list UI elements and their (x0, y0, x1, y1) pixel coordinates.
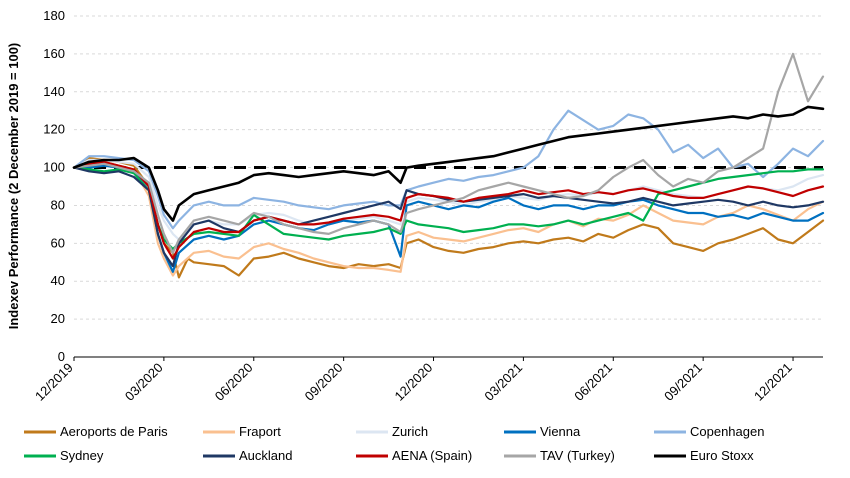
y-tick-label: 180 (43, 8, 65, 23)
legend-label: Zurich (392, 424, 428, 439)
y-tick-label: 60 (51, 235, 65, 250)
legend-label: Aeroports de Paris (60, 424, 168, 439)
x-tick-label: 06/2020 (212, 360, 256, 404)
y-tick-label: 120 (43, 122, 65, 137)
legend-label: TAV (Turkey) (540, 448, 615, 463)
y-tick-label: 20 (51, 311, 65, 326)
chart-container: 0 20 40 60 80 100 120 140 160 180 12/2019 03/2020 0… (0, 0, 850, 478)
x-tick-label: 03/2020 (122, 360, 166, 404)
x-tick-label: 12/2021 (751, 360, 795, 404)
grid-lines (74, 16, 823, 319)
line-chart: 020406080100120140160180 12/2019 03/2020 0… (0, 0, 850, 478)
legend-label: Copenhagen (690, 424, 764, 439)
x-tick-label: 12/2019 (32, 360, 76, 404)
x-tick-label: 03/2021 (481, 360, 525, 404)
y-tick-label: 160 (43, 46, 65, 61)
series-layer (74, 54, 823, 278)
legend-label: Sydney (60, 448, 104, 463)
x-axis: 12/2019 03/2020 06/2020 09/2020 12/2020 03/20… (32, 357, 823, 404)
y-tick-label: 140 (43, 84, 65, 99)
y-axis-title: Indexev Performance (2 December 2019 = 1… (6, 43, 21, 330)
legend: Aeroports de Paris Fraport Zurich Vienna Cop… (24, 424, 764, 463)
x-tick-label: 09/2020 (302, 360, 346, 404)
y-tick-label: 100 (43, 160, 65, 175)
y-tick-label: 80 (51, 197, 65, 212)
legend-label: Vienna (540, 424, 581, 439)
legend-label: Auckland (239, 448, 292, 463)
legend-label: Fraport (239, 424, 281, 439)
legend-label: Euro Stoxx (690, 448, 754, 463)
y-tick-label: 40 (51, 273, 65, 288)
x-tick-label: 06/2021 (571, 360, 615, 404)
legend-label: AENA (Spain) (392, 448, 472, 463)
x-tick-label: 09/2021 (661, 360, 705, 404)
series-line-euro-stoxx (74, 107, 823, 221)
x-tick-label: 12/2020 (392, 360, 436, 404)
series-line-copenhagen (74, 111, 823, 229)
